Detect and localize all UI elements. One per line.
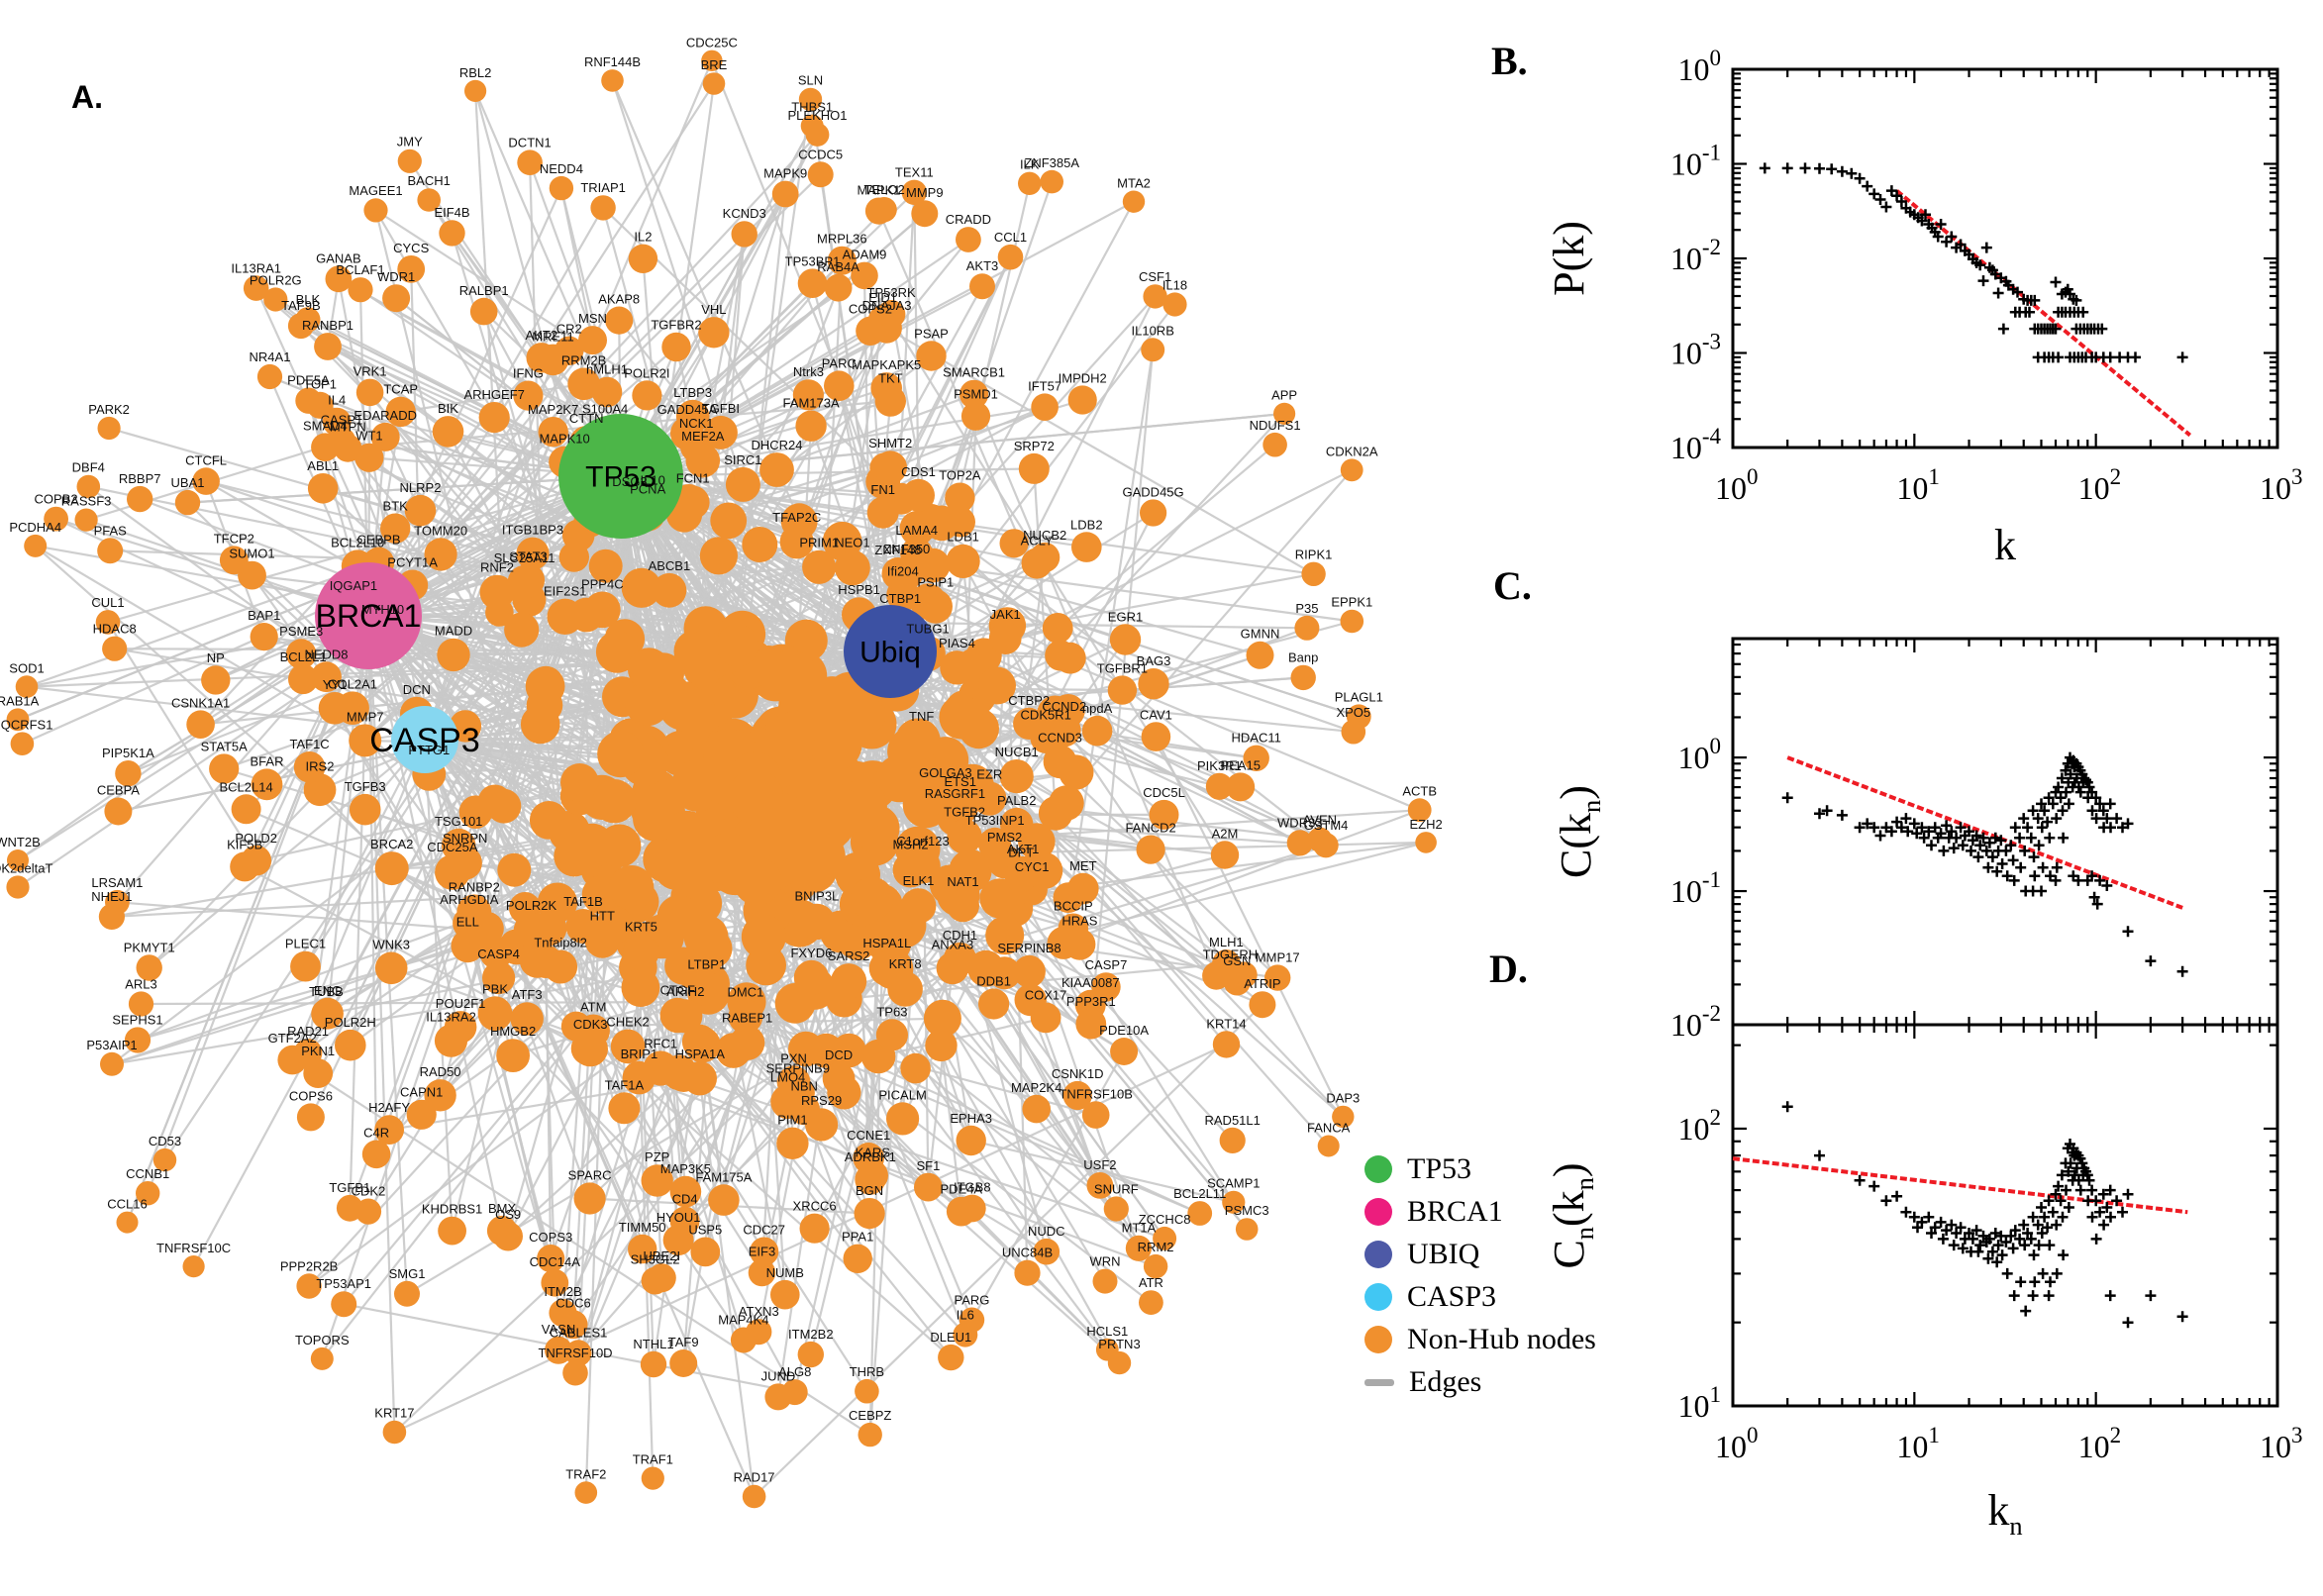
network-edge <box>205 480 891 653</box>
panel-d-label: D. <box>1489 947 1528 991</box>
network-edge <box>620 191 916 477</box>
network-edge <box>698 1041 953 1358</box>
x-tick-label: 101 <box>1896 464 1940 506</box>
network-edge <box>809 99 892 652</box>
legend-label-nonhub: Non-Hub nodes <box>1407 1323 1596 1355</box>
y-tick-label: 101 <box>1678 1382 1722 1424</box>
network-edge <box>706 987 1201 1215</box>
legend-label-brca1: BRCA1 <box>1407 1195 1503 1228</box>
legend-row-edges: Edges <box>1364 1365 1596 1399</box>
axis-xlabel-b: k <box>1956 520 2055 570</box>
network-edge <box>494 1012 658 1182</box>
x-tick-label: 103 <box>2260 464 2303 506</box>
casp3-dot-icon <box>1364 1283 1392 1311</box>
y-tick-label: 10-2 <box>1670 235 1721 276</box>
legend-label-tp53: TP53 <box>1407 1152 1472 1185</box>
plot-panel-c: 100 10-1 10-2 <box>1670 637 2279 1043</box>
network-edge <box>889 572 1314 653</box>
plot-frame <box>1731 637 2279 1027</box>
network-edge <box>307 615 370 1053</box>
network-edge <box>620 467 1035 478</box>
network-edge <box>639 1076 1157 1268</box>
y-tick-label: 10-3 <box>1670 330 1721 371</box>
legend-label-edges: Edges <box>1409 1365 1482 1398</box>
panel-a-label: A. <box>71 79 103 115</box>
axis-ylabel-b-text: P(k) <box>1545 221 1593 296</box>
axis-ylabel-c: C(kn) <box>1547 663 1606 1000</box>
x-tick-label: 102 <box>2078 464 2122 506</box>
network-edge <box>349 475 623 1209</box>
plot-frame <box>1731 67 2279 449</box>
network-node <box>788 1031 824 1067</box>
y-tick-label: 10-2 <box>1670 1001 1721 1043</box>
axis-ylabel-c-pre: C(k <box>1552 812 1600 878</box>
panel-b-label: B. <box>1491 39 1528 83</box>
ubiq-dot-icon <box>1364 1241 1392 1268</box>
x-tick-label: 100 <box>1715 1423 1759 1464</box>
legend: TP53 BRCA1 UBIQ CASP3 Non-Hub nodes Edge… <box>1364 1152 1596 1399</box>
network-edge <box>602 207 1071 659</box>
axis-xlabel-d-pre: k <box>1987 1486 2010 1535</box>
network-edge <box>956 666 1278 979</box>
axis-xlabel-d: kn <box>1956 1485 2055 1542</box>
y-tick-label: 10-1 <box>1670 867 1721 909</box>
network-node <box>588 549 623 583</box>
network-edge <box>961 560 1327 847</box>
network-edge <box>497 976 745 1342</box>
legend-row-casp3: CASP3 <box>1364 1280 1596 1314</box>
network-edge <box>886 327 1315 575</box>
x-tick-label: 101 <box>1896 1423 1940 1464</box>
legend-row-brca1: BRCA1 <box>1364 1195 1596 1229</box>
network-edge <box>1061 349 1155 944</box>
legend-row-tp53: TP53 <box>1364 1152 1596 1186</box>
axis-ylabel-c-post: ) <box>1552 785 1600 800</box>
network-edge <box>326 615 370 1014</box>
scatter-markers <box>1781 751 2188 977</box>
network-edge <box>581 926 626 1109</box>
network-edge <box>400 382 584 413</box>
network-edge <box>677 980 851 1242</box>
y-tick-label: 10-1 <box>1670 141 1721 182</box>
nonhub-dot-icon <box>1364 1326 1392 1353</box>
x-tick-label: 102 <box>2078 1423 2122 1464</box>
network-edge <box>1155 736 1345 1118</box>
fit-line <box>1732 1156 2188 1215</box>
panel-c-label: C. <box>1493 563 1532 608</box>
axis-ylabel-b: P(k) <box>1540 90 1599 427</box>
axis-xlabel-b-text: k <box>1994 521 2016 569</box>
legend-row-nonhub: Non-Hub nodes <box>1364 1323 1596 1356</box>
legend-label-ubiq: UBIQ <box>1407 1238 1480 1270</box>
legend-label-casp3: CASP3 <box>1407 1280 1497 1313</box>
tp53-dot-icon <box>1364 1155 1392 1183</box>
network-edge <box>940 1045 962 1212</box>
network-edge <box>424 354 933 741</box>
legend-row-ubiq: UBIQ <box>1364 1238 1596 1271</box>
x-tick-label: 100 <box>1715 464 1759 506</box>
plot-frame <box>1731 1023 2279 1408</box>
scatter-markers <box>1759 162 2188 363</box>
network-edge <box>26 598 530 688</box>
y-tick-label: 102 <box>1678 1105 1722 1147</box>
network-edge <box>691 212 926 418</box>
network-edge <box>544 394 810 687</box>
y-tick-label: 100 <box>1678 46 1722 87</box>
axis-ylabel-c-sub: n <box>1575 799 1606 813</box>
network-edge <box>970 1050 1126 1321</box>
edge-line-icon <box>1364 1378 1394 1386</box>
network-node <box>925 1029 958 1062</box>
brca1-dot-icon <box>1364 1198 1392 1226</box>
x-tick-label: 103 <box>2260 1423 2303 1464</box>
scatter-markers <box>1781 1101 2188 1329</box>
axis-xlabel-d-sub: n <box>2009 1510 2023 1541</box>
y-tick-label: 10-4 <box>1670 424 1722 465</box>
y-tick-label: 100 <box>1678 734 1722 775</box>
network-edge <box>408 160 622 477</box>
